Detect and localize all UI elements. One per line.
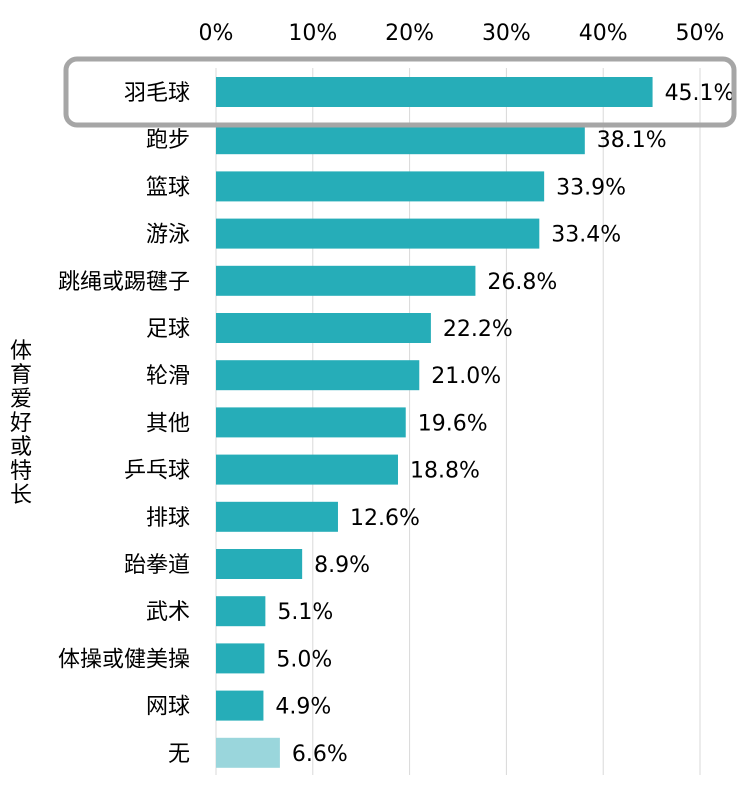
x-tick-label: 30% [482, 21, 531, 46]
y-axis-label-char: 育 [10, 363, 32, 388]
bars [216, 77, 653, 768]
x-tick-label: 50% [676, 21, 725, 46]
x-tick-label: 0% [199, 21, 234, 46]
x-tick-label: 40% [579, 21, 628, 46]
y-axis-label-char: 长 [10, 483, 32, 508]
value-labels: 45.1% 38.1% 33.9% 33.4% 26.8% 22.2% 21.0% 19.6%… [275, 81, 734, 767]
category-label: 羽毛球 [124, 81, 190, 106]
category-label: 跑步 [146, 128, 190, 153]
value-label: 19.6% [418, 411, 488, 436]
category-label: 排球 [146, 506, 190, 531]
category-label: 轮滑 [146, 364, 190, 389]
category-label: 篮球 [146, 175, 190, 200]
x-tick-label: 10% [288, 21, 337, 46]
y-axis-label-char: 体 [10, 339, 32, 364]
bar [216, 737, 280, 768]
value-label: 4.9% [275, 695, 331, 720]
value-label: 33.4% [551, 223, 621, 248]
value-label: 33.9% [556, 175, 626, 200]
value-label: 22.2% [443, 317, 513, 342]
bar [216, 77, 653, 107]
bar [216, 407, 406, 438]
bar [216, 171, 545, 202]
value-label: 5.0% [276, 647, 332, 672]
value-label: 12.6% [350, 506, 420, 531]
y-axis-label-char: 好 [10, 411, 32, 436]
highlight-frame [63, 56, 737, 128]
y-axis-label-char: 爱 [10, 387, 32, 412]
category-label: 武术 [146, 600, 190, 625]
bar [216, 596, 266, 627]
y-axis-label-char: 或 [10, 435, 32, 460]
bar [216, 690, 264, 721]
category-label: 无 [168, 742, 190, 767]
bar [216, 643, 265, 674]
bar [216, 313, 431, 343]
value-label: 26.8% [487, 270, 557, 295]
x-tick-label: 20% [385, 21, 434, 46]
bar [216, 549, 303, 579]
category-label: 跳绳或踢毽子 [58, 270, 190, 295]
category-label: 其他 [146, 411, 190, 436]
value-label: 21.0% [431, 364, 501, 389]
value-label: 38.1% [597, 128, 667, 153]
bar [216, 265, 476, 296]
bar [216, 360, 420, 391]
category-label: 足球 [146, 317, 190, 342]
value-label: 5.1% [277, 600, 333, 625]
bar [216, 124, 585, 155]
value-label: 6.6% [292, 742, 348, 767]
bar [216, 218, 540, 249]
category-label: 游泳 [146, 223, 190, 248]
y-axis-label-char: 特 [10, 459, 32, 484]
value-label: 18.8% [410, 459, 480, 484]
value-label: 45.1% [665, 81, 735, 106]
category-label: 乒乓球 [124, 459, 190, 484]
value-label: 8.9% [314, 553, 370, 578]
category-label: 跆拳道 [124, 553, 190, 578]
bar [216, 501, 338, 532]
highlight-box [63, 56, 737, 128]
x-axis-ticks: 0% 10% 20% 30% 40% 50% [199, 21, 725, 46]
bar [216, 454, 398, 485]
category-label: 体操或健美操 [58, 647, 190, 672]
category-label: 网球 [146, 695, 190, 720]
